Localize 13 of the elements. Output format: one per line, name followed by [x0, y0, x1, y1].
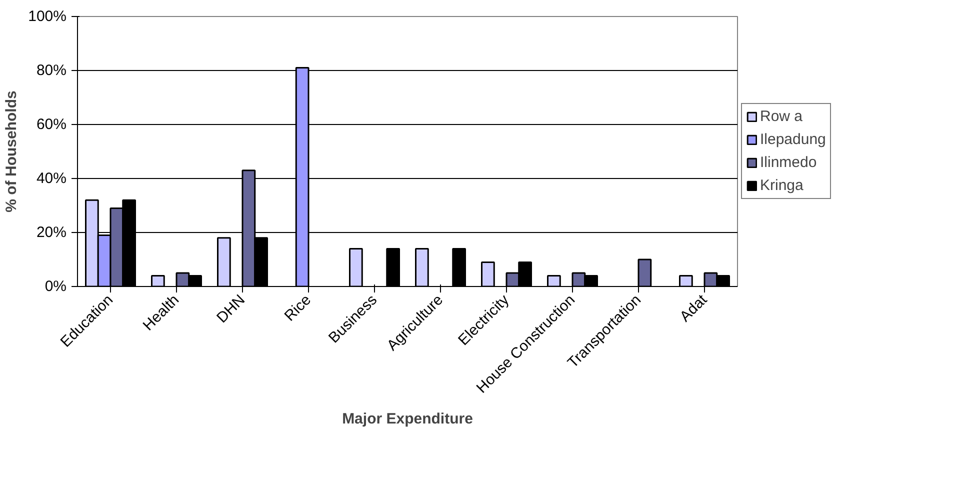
y-tick-label: 20%	[36, 224, 67, 241]
legend-label: Row a	[760, 108, 803, 125]
legend-label: Ilepadung	[760, 131, 826, 148]
x-tick-label: Rice	[281, 291, 315, 325]
legend-label: Kringa	[760, 177, 804, 194]
y-tick-label: 100%	[28, 8, 67, 25]
y-tick-label: 0%	[44, 278, 67, 295]
legend-label: Ilinmedo	[760, 154, 817, 171]
y-axis-title: % of Households	[3, 90, 20, 212]
x-axis-title: Major Expenditure	[342, 410, 473, 428]
y-tick-label: 60%	[36, 116, 67, 133]
y-tick-label: 80%	[36, 62, 67, 79]
y-tick-label: 40%	[36, 170, 67, 187]
